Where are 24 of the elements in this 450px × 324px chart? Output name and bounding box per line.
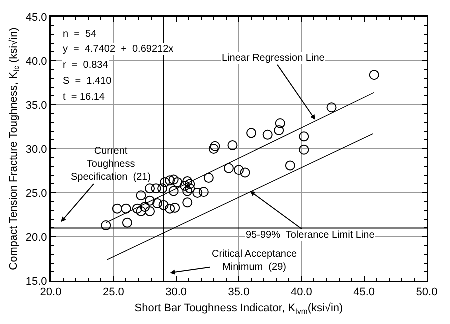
y-tick-label: 30.0 (26, 144, 48, 156)
x-tick-label: 50.0 (416, 286, 438, 299)
x-tick-label: 20.0 (40, 286, 62, 299)
x-tick-label: 25.0 (102, 286, 124, 299)
x-tick-label: 45.0 (354, 286, 376, 299)
annotation: S = 1.410 (63, 76, 112, 87)
annotation: t = 16.14 (63, 92, 106, 103)
x-tick-label: 40.0 (290, 286, 312, 299)
y-tick-label: 40.0 (26, 56, 48, 68)
x-tick-label: 35.0 (228, 286, 250, 299)
annotation: 95-99% Tolerance Limit Line (246, 230, 376, 241)
annotation: Linear Regression Line (222, 53, 326, 64)
annotation: y = 4.7402 + 0.69212x (63, 44, 174, 55)
y-tick-label: 20.0 (26, 232, 48, 244)
y-tick-label: 35.0 (26, 100, 48, 112)
annotation: r = 0.834 (63, 60, 109, 71)
y-tick-label: 25.0 (26, 188, 48, 200)
annotation: n = 54 (63, 29, 98, 40)
annotation: Critical Acceptance Minimum (29) (212, 249, 298, 273)
annotation: Current Toughness Specification (21) (71, 146, 152, 183)
y-tick-label: 45.0 (26, 12, 48, 24)
x-axis-title: Short Bar Toughness Indicator, K$_{Ivm}$(ksi√in) (134, 302, 344, 316)
y-tick-label: 15.0 (26, 276, 48, 288)
x-tick-label: 30.0 (166, 286, 188, 299)
